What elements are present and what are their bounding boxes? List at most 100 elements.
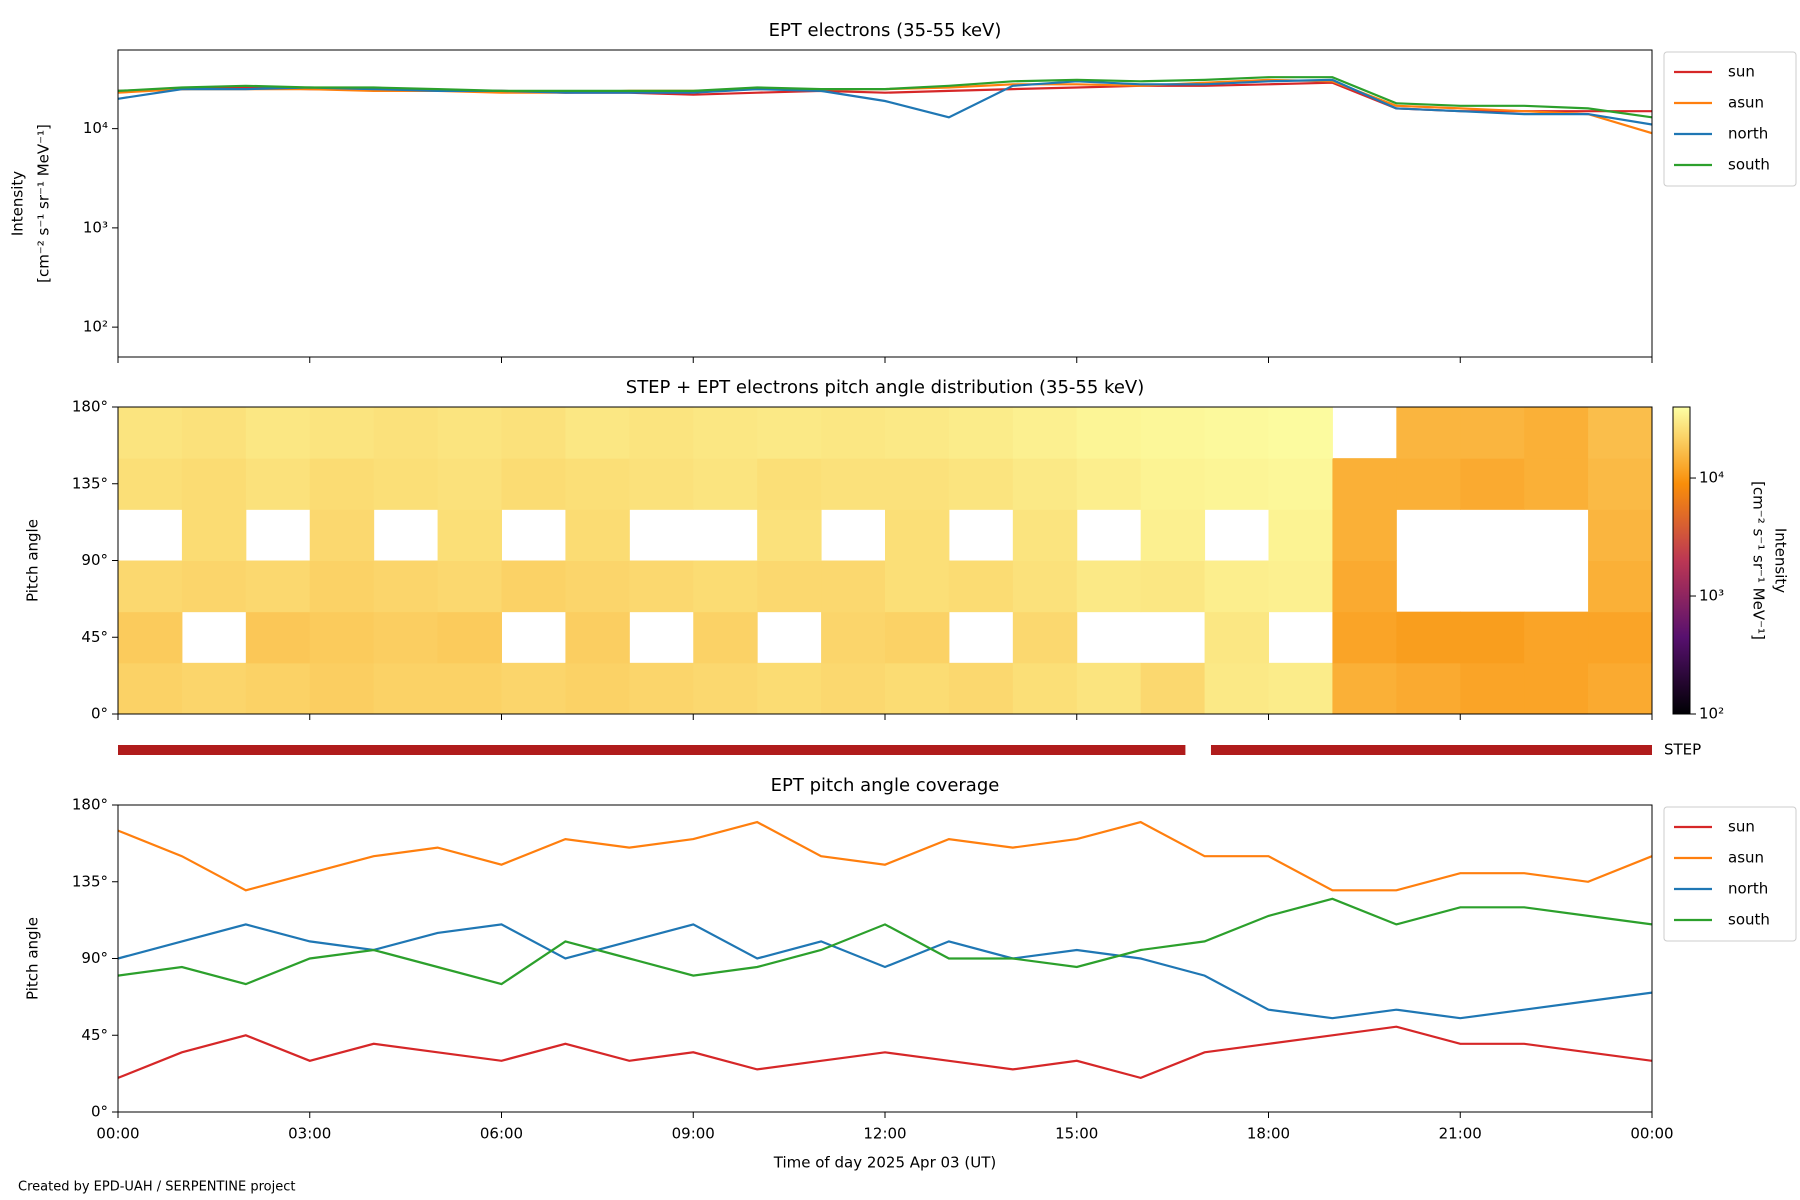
step-coverage-bar — [1210, 745, 1652, 755]
series-line — [117, 820, 1653, 892]
heatmap-cell — [565, 458, 630, 510]
heatmap-cell — [757, 458, 822, 510]
series-line — [117, 923, 1653, 1020]
heatmap-cell — [948, 560, 1014, 613]
heatmap-cell — [1588, 662, 1653, 715]
heatmap-cell — [118, 458, 183, 510]
heatmap-cell — [1460, 611, 1525, 664]
heatmap-cell — [885, 662, 950, 715]
heatmap-cell — [693, 458, 758, 510]
y-tick-label: 0° — [91, 1103, 108, 1121]
legend-box — [1663, 806, 1797, 942]
heatmap-cell — [629, 407, 694, 459]
plot-frame — [117, 49, 1653, 358]
heatmap-cell — [885, 458, 950, 510]
heatmap-cell — [757, 509, 822, 561]
heatmap-cell — [1268, 560, 1333, 613]
heatmap-cell — [437, 560, 502, 613]
heatmap-cell — [437, 662, 502, 715]
heatmap-cell — [1332, 509, 1397, 561]
heatmap-cell — [501, 662, 566, 715]
heatmap-cell — [821, 407, 886, 459]
heatmap-cell — [1460, 662, 1525, 715]
colorbar-label: Intensity — [1772, 528, 1790, 593]
series-line — [117, 897, 1653, 986]
heatmap-cell — [1524, 611, 1589, 664]
heatmap-cell — [373, 407, 439, 459]
heatmap-cell — [1204, 662, 1269, 715]
heatmap-cell — [1140, 407, 1206, 459]
heatmap-cell — [1268, 458, 1333, 510]
heatmap-cell — [1140, 560, 1206, 613]
heatmap-cell — [181, 560, 247, 613]
heatmap-cell — [1396, 662, 1461, 715]
heatmap-cell — [1076, 560, 1142, 613]
heatmap-cell — [693, 560, 758, 613]
heatmap-cell — [1204, 611, 1269, 664]
plot-frame — [117, 804, 1653, 1113]
y-axis-label: [cm⁻² s⁻¹ sr⁻¹ MeV⁻¹] — [35, 124, 53, 283]
panel-title: STEP + EPT electrons pitch angle distrib… — [626, 377, 1144, 398]
legend-label: asun — [1728, 849, 1764, 867]
heatmap-cell — [885, 407, 950, 459]
heatmap-cell — [245, 662, 311, 715]
heatmap-cell — [1204, 560, 1269, 613]
x-tick-label: 00:00 — [1630, 1125, 1673, 1143]
heatmap-cell — [373, 560, 439, 613]
heatmap-cell — [309, 509, 375, 561]
heatmap-cell — [1588, 611, 1653, 664]
legend-label: north — [1728, 125, 1768, 143]
heatmap-cell — [437, 458, 502, 510]
heatmap-cell — [821, 560, 886, 613]
x-tick-label: 03:00 — [288, 1125, 331, 1143]
heatmap-cell — [565, 611, 630, 664]
heatmap-cell — [821, 662, 886, 715]
colorbar-tick-label: 10⁴ — [1699, 469, 1724, 487]
y-axis-label: Pitch angle — [24, 519, 42, 602]
heatmap-cell — [501, 458, 566, 510]
x-tick-label: 09:00 — [672, 1125, 715, 1143]
step-label: STEP — [1664, 741, 1701, 759]
heatmap-cell — [1396, 611, 1461, 664]
heatmap-cell — [1396, 458, 1461, 510]
y-tick-label: 10⁴ — [83, 119, 108, 137]
heatmap-cell — [1012, 509, 1078, 561]
heatmap-cell — [1332, 458, 1397, 510]
heatmap-cell — [757, 560, 822, 613]
heatmap-cell — [309, 407, 375, 459]
heatmap-cell — [1140, 662, 1206, 715]
heatmap-cell — [373, 458, 439, 510]
heatmap-cell — [565, 509, 630, 561]
x-tick-label: 15:00 — [1055, 1125, 1098, 1143]
x-tick-label: 18:00 — [1247, 1125, 1290, 1143]
heatmap-cell — [1140, 509, 1206, 561]
series-line — [117, 1025, 1653, 1080]
heatmap-cell — [118, 662, 183, 715]
heatmap-cell — [1460, 458, 1525, 510]
heatmap-cell — [693, 407, 758, 459]
y-axis-label: Intensity — [9, 171, 27, 236]
heatmap-cell — [1268, 662, 1333, 715]
heatmap-cell — [373, 662, 439, 715]
panel-title: EPT electrons (35-55 keV) — [769, 20, 1002, 41]
legend-box — [1663, 51, 1797, 187]
heatmap-cell — [693, 611, 758, 664]
heatmap-cell — [629, 662, 694, 715]
y-tick-label: 90° — [81, 949, 108, 967]
heatmap-cell — [565, 662, 630, 715]
legend-label: sun — [1728, 63, 1755, 81]
heatmap-cell — [181, 407, 247, 459]
heatmap-cell — [1396, 407, 1461, 459]
heatmap-cell — [885, 611, 950, 664]
heatmap-cell — [948, 407, 1014, 459]
heatmap-cell — [1332, 662, 1397, 715]
credit: Created by EPD-UAH / SERPENTINE project — [18, 1180, 295, 1195]
series-line — [117, 76, 1653, 119]
heatmap-cell — [501, 407, 566, 459]
heatmap-cell — [1012, 560, 1078, 613]
heatmap-cell — [1524, 458, 1589, 510]
y-tick-label: 45° — [81, 628, 108, 646]
legend-label: south — [1728, 156, 1770, 174]
heatmap-cell — [948, 662, 1014, 715]
heatmap-cell — [1076, 458, 1142, 510]
